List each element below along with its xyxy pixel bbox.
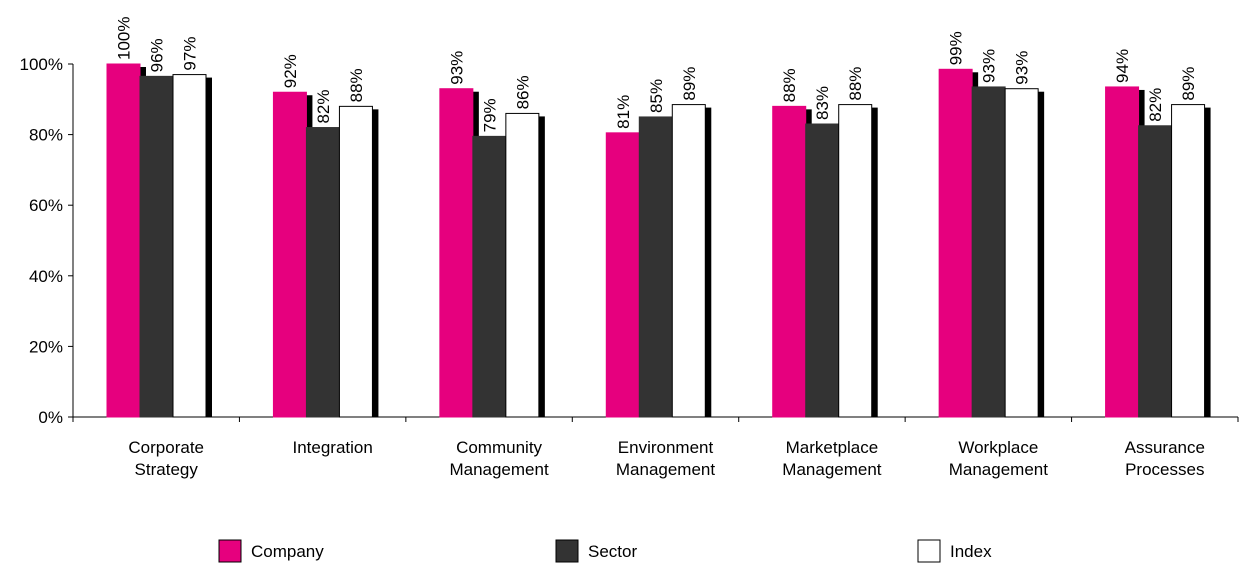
legend-label-company: Company bbox=[251, 542, 324, 561]
category-label: Strategy bbox=[135, 460, 199, 479]
y-tick-label: 0% bbox=[38, 408, 63, 427]
category-label: Management bbox=[449, 460, 549, 479]
data-label: 94% bbox=[1113, 49, 1132, 83]
data-label: 86% bbox=[513, 75, 532, 109]
category-label: Management bbox=[949, 460, 1049, 479]
chart-legend: Company Sector Index bbox=[218, 539, 992, 563]
bar-company bbox=[1105, 86, 1140, 418]
bar-company bbox=[439, 88, 474, 418]
bar-index bbox=[338, 105, 373, 418]
data-label: 99% bbox=[947, 31, 966, 65]
bar-sector bbox=[638, 116, 673, 418]
bar-sector bbox=[1138, 125, 1173, 418]
bar-sector bbox=[305, 127, 340, 418]
category-label: Corporate bbox=[128, 438, 204, 457]
data-label: 97% bbox=[181, 37, 200, 71]
data-label: 85% bbox=[647, 79, 666, 113]
category-label: Assurance bbox=[1125, 438, 1205, 457]
data-label: 93% bbox=[1013, 51, 1032, 85]
bar-index bbox=[1004, 88, 1039, 418]
y-tick-label: 20% bbox=[29, 337, 63, 356]
legend-swatch-company bbox=[218, 539, 242, 563]
data-label: 82% bbox=[1146, 88, 1165, 122]
data-label: 92% bbox=[281, 54, 300, 88]
data-label: 79% bbox=[480, 98, 499, 132]
bar-sector bbox=[971, 86, 1006, 418]
category-label: Environment bbox=[618, 438, 714, 457]
data-label: 89% bbox=[1179, 67, 1198, 101]
bar-index bbox=[505, 112, 540, 418]
bar-company bbox=[938, 68, 973, 418]
bar-company bbox=[772, 105, 807, 418]
data-label: 88% bbox=[846, 67, 865, 101]
data-label: 93% bbox=[980, 49, 999, 83]
category-label: Integration bbox=[292, 438, 372, 457]
category-label: Management bbox=[782, 460, 882, 479]
bar-company bbox=[106, 63, 141, 418]
bar-sector bbox=[139, 75, 174, 418]
legend-swatch-sector bbox=[555, 539, 579, 563]
data-label: 88% bbox=[347, 68, 366, 102]
bar-company bbox=[605, 132, 640, 418]
bar-index bbox=[1171, 104, 1206, 418]
bar-company bbox=[272, 91, 307, 418]
category-label: Marketplace bbox=[786, 438, 879, 457]
chart-data-labels: 100% 96% 97% 92% 82% 88% 93% 79% 86% 81% 85% 89% 88%… bbox=[115, 17, 1199, 133]
data-label: 82% bbox=[314, 90, 333, 124]
y-tick-label: 60% bbox=[29, 196, 63, 215]
data-label: 88% bbox=[780, 68, 799, 102]
y-tick-label: 40% bbox=[29, 267, 63, 286]
bar-sector bbox=[472, 135, 507, 418]
y-tick-label: 100% bbox=[20, 55, 63, 74]
data-label: 96% bbox=[148, 38, 167, 72]
data-label: 100% bbox=[115, 17, 134, 60]
data-label: 83% bbox=[813, 86, 832, 120]
category-label: Management bbox=[616, 460, 716, 479]
chart-bars bbox=[106, 63, 1211, 418]
category-label: Processes bbox=[1125, 460, 1204, 479]
bar-index bbox=[172, 74, 207, 418]
y-tick-label: 80% bbox=[29, 126, 63, 145]
bar-sector bbox=[805, 123, 840, 418]
category-label: Community bbox=[456, 438, 542, 457]
legend-swatch-index bbox=[917, 539, 941, 563]
legend-label-index: Index bbox=[950, 542, 992, 561]
data-label: 81% bbox=[614, 95, 633, 129]
category-label: Workplace bbox=[958, 438, 1038, 457]
chart-category-labels: Corporate Strategy Integration Community Man… bbox=[128, 438, 1205, 479]
bar-index bbox=[671, 104, 706, 418]
bar-index bbox=[838, 104, 873, 418]
data-label: 93% bbox=[447, 51, 466, 85]
data-label: 89% bbox=[680, 67, 699, 101]
legend-label-sector: Sector bbox=[588, 542, 637, 561]
